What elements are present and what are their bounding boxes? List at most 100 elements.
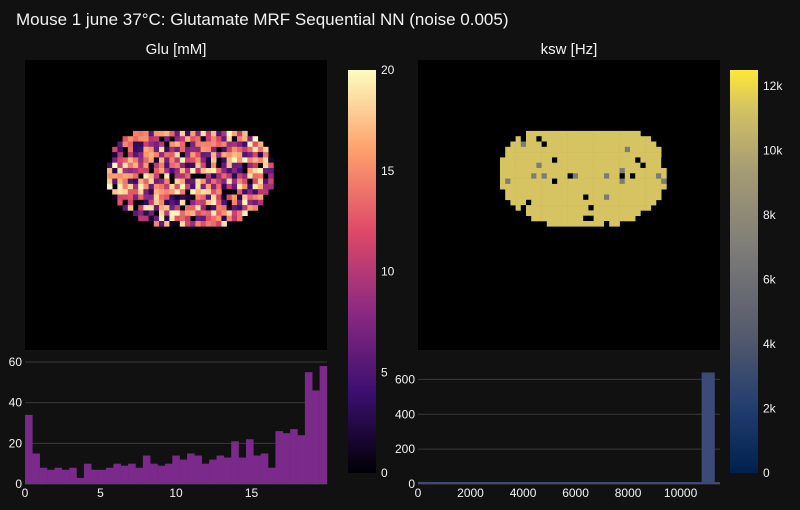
ksw-pixel: [635, 162, 641, 169]
ksw-pixel: [531, 199, 537, 206]
ksw-pixel: [593, 146, 600, 153]
ksw-pixel: [588, 183, 594, 190]
glu-hist-bar: [172, 455, 180, 484]
ksw-pixel: [624, 199, 631, 206]
ksw-pixel: [541, 199, 548, 206]
glu-pixel: [122, 194, 129, 201]
ksw-pixel: [552, 168, 558, 174]
glu-pixel: [133, 178, 139, 185]
glu-pixel: [252, 168, 259, 174]
ksw-pixel: [650, 141, 657, 148]
ksw-pixel: [604, 221, 610, 227]
glu-pixel: [205, 168, 212, 174]
glu-pixel: [143, 130, 149, 137]
glu-pixel: [164, 168, 170, 174]
ksw-pixel: [546, 221, 553, 227]
glu-hist-x-tick-label: 10: [169, 486, 183, 500]
ksw-pixel: [541, 136, 548, 142]
glu-hist-bar: [32, 453, 40, 484]
glu-pixel: [211, 183, 217, 190]
glu-pixel: [221, 178, 227, 185]
ksw-pixel: [609, 194, 615, 201]
ksw-colorbar-gradient: [730, 70, 758, 473]
ksw-pixel: [562, 189, 568, 195]
ksw-pixel: [541, 162, 548, 169]
glu-pixel: [268, 168, 274, 174]
glu-pixel: [205, 215, 212, 222]
glu-pixel: [143, 152, 149, 158]
glu-pixel: [153, 152, 160, 158]
glu-pixel: [138, 168, 144, 174]
ksw-pixel: [578, 205, 584, 211]
ksw-pixel: [541, 173, 548, 179]
glu-pixel: [263, 168, 269, 174]
glu-hist-bar: [201, 463, 210, 484]
ksw-pixel: [515, 146, 522, 153]
ksw-pixel: [562, 168, 568, 174]
ksw-pixel: [562, 199, 568, 206]
glu-pixel: [133, 189, 139, 195]
ksw-pixel: [567, 168, 574, 174]
ksw-pixel: [604, 141, 610, 148]
ksw-pixel: [609, 215, 615, 222]
ksw-pixel: [572, 162, 579, 169]
ksw-pixel: [520, 162, 527, 169]
glu-pixel: [237, 210, 243, 216]
ksw-pixel: [567, 194, 574, 201]
ksw-pixel: [578, 152, 584, 158]
glu-pixel: [221, 210, 227, 216]
glu-pixel: [200, 215, 207, 222]
glu-pixel: [185, 183, 191, 190]
ksw-pixel: [598, 146, 605, 153]
glu-pixel: [112, 173, 118, 179]
glu-pixel: [211, 221, 217, 227]
glu-pixel: [252, 194, 259, 201]
glu-pixel: [127, 173, 134, 179]
ksw-pixel: [614, 178, 620, 185]
ksw-pixel: [562, 136, 568, 142]
glu-pixel: [211, 189, 217, 195]
glu-pixel: [138, 157, 144, 163]
glu-pixel: [205, 157, 212, 163]
glu-pixel: [252, 178, 259, 185]
ksw-pixel: [624, 194, 631, 201]
ksw-pixel: [598, 157, 605, 163]
ksw-pixel: [645, 152, 652, 158]
glu-pixel: [179, 210, 186, 216]
glu-pixel: [107, 168, 113, 174]
glu-hist-bar: [304, 372, 313, 484]
glu-hist-bar: [76, 477, 85, 484]
glu-hist-bar: [223, 457, 232, 484]
glu-pixel: [200, 189, 207, 195]
ksw-pixel: [562, 183, 568, 190]
ksw-pixel: [536, 183, 542, 190]
glu-pixel: [153, 146, 160, 153]
glu-pixel: [190, 194, 196, 201]
ksw-pixel: [572, 199, 579, 206]
glu-pixel: [159, 168, 165, 174]
glu-pixel: [200, 199, 207, 206]
ksw-pixel: [661, 162, 667, 169]
glu-pixel: [185, 152, 191, 158]
glu-pixel: [174, 146, 181, 153]
ksw-pixel: [557, 199, 563, 206]
ksw-pixel: [552, 146, 558, 153]
glu-pixel: [164, 146, 170, 153]
ksw-pixel: [578, 221, 584, 227]
ksw-pixel: [635, 168, 641, 174]
glu-pixel: [242, 136, 248, 142]
ksw-pixel: [510, 194, 516, 201]
ksw-pixel: [604, 183, 610, 190]
glu-pixel: [153, 136, 160, 142]
ksw-pixel: [552, 173, 558, 179]
glu-pixel: [226, 141, 233, 148]
glu-pixel: [195, 210, 201, 216]
glu-pixel: [226, 205, 233, 211]
ksw-pixel: [552, 189, 558, 195]
ksw-pixel: [552, 199, 558, 206]
ksw-pixel: [593, 178, 600, 185]
ksw-pixel: [526, 162, 532, 169]
glu-pixel: [211, 162, 217, 169]
ksw-pixel: [500, 178, 506, 185]
ksw-pixel: [557, 183, 563, 190]
